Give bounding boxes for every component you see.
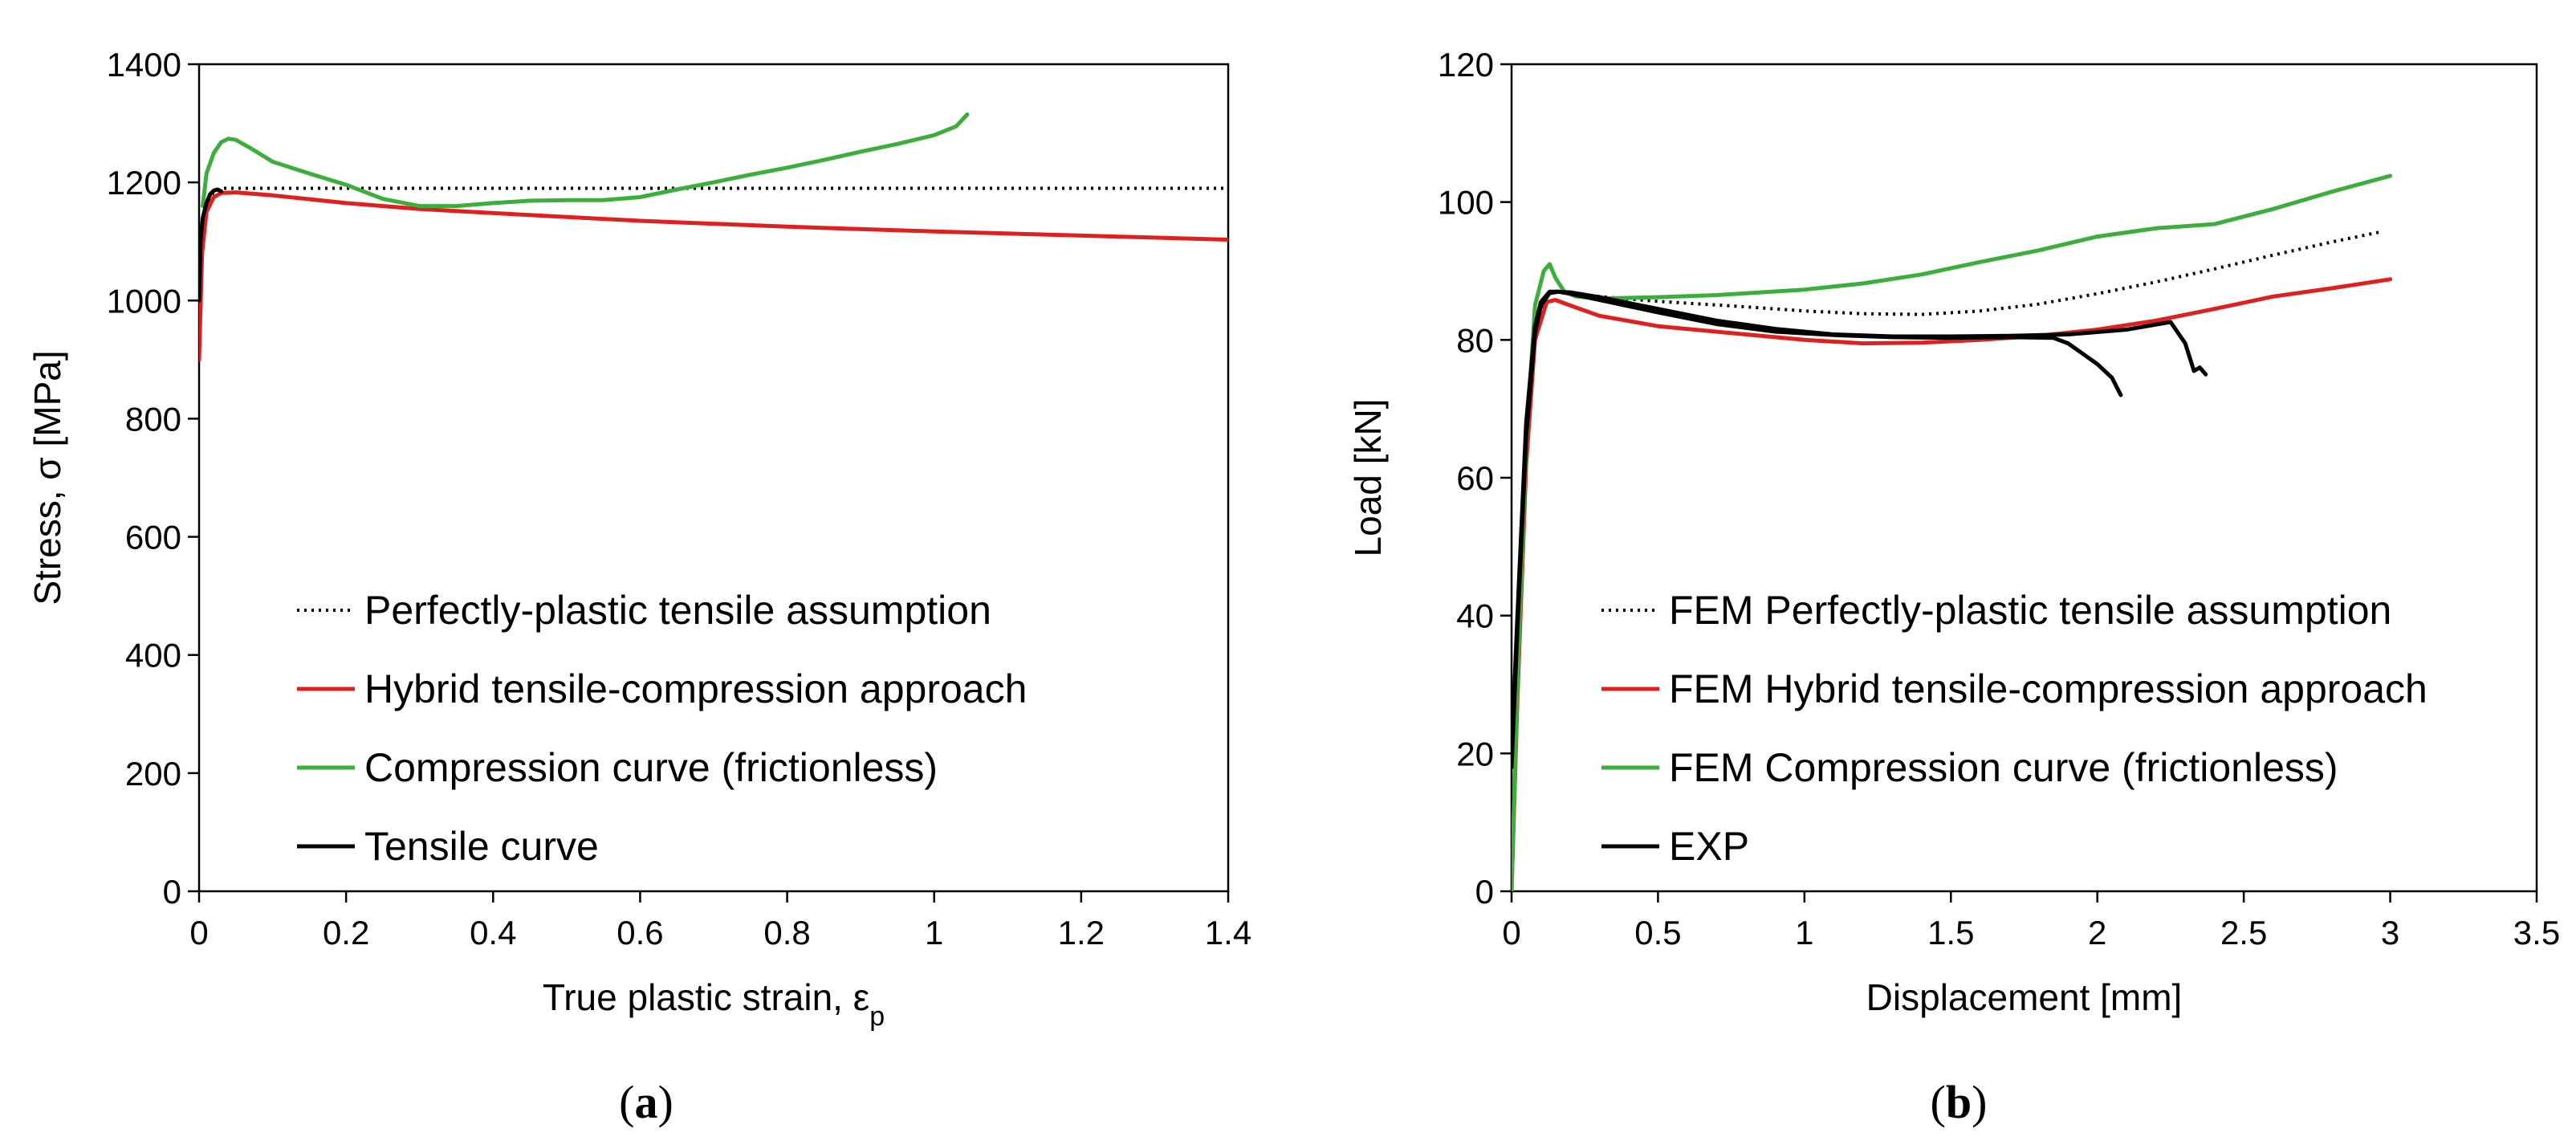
x-tick-label: 0 <box>189 914 208 951</box>
x-tick-label: 1 <box>925 914 943 951</box>
y-axis-title: Load [kN] <box>1347 399 1389 557</box>
series-line-0 <box>1512 230 2383 891</box>
x-tick-label: 0.2 <box>323 914 369 951</box>
x-tick-label: 1.4 <box>1205 914 1251 951</box>
x-axis-title: True plastic strain, εp <box>543 976 885 1032</box>
y-tick-label: 1400 <box>107 46 181 84</box>
legend-label: FEM Compression curve (frictionless) <box>1669 745 2338 790</box>
y-tick-label: 40 <box>1456 597 1494 635</box>
series-line-2 <box>1512 173 2393 891</box>
y-tick-label: 0 <box>1475 873 1494 911</box>
y-tick-label: 60 <box>1456 459 1494 497</box>
x-tick-label: 0.8 <box>763 914 810 951</box>
legend-label: FEM Hybrid tensile-compression approach <box>1669 666 2427 711</box>
y-tick-label: 800 <box>125 400 181 438</box>
series-line-3 <box>199 187 223 303</box>
y-tick-label: 400 <box>125 637 181 674</box>
y-tick-label: 100 <box>1438 184 1494 222</box>
plot-frame <box>197 63 1230 893</box>
legend-label: FEM Perfectly-plastic tensile assumption <box>1669 588 2391 633</box>
x-tick-label: 0.5 <box>1634 914 1681 951</box>
y-tick-label: 1000 <box>107 282 181 320</box>
x-tick-label: 1 <box>1795 914 1813 951</box>
x-axis-title: Displacement [mm] <box>1866 976 2183 1018</box>
legend-label: Compression curve (frictionless) <box>364 745 938 790</box>
x-tick-label: 3.5 <box>2513 914 2560 951</box>
y-tick-label: 600 <box>125 519 181 556</box>
y-tick-label: 1200 <box>107 164 181 202</box>
y-tick-label: 120 <box>1438 46 1494 84</box>
y-tick-label: 200 <box>125 755 181 793</box>
series-line-1 <box>199 190 1228 362</box>
panel-label: (b) <box>1931 1076 1988 1128</box>
x-tick-label: 0 <box>1502 914 1520 951</box>
series-line-4 <box>1512 289 2208 769</box>
chart-panel-a: 0 200 400 600 800 1000 1200 1400 0 0.2 0.4 0.6 0.8 1 1… <box>26 46 1251 1128</box>
series-line-1 <box>1512 277 2393 891</box>
x-tick-label: 2 <box>2088 914 2106 951</box>
series-line-0 <box>199 186 1228 331</box>
legend-label: Hybrid tensile-compression approach <box>364 666 1027 711</box>
x-tick-label: 0.6 <box>617 914 663 951</box>
legend-label: Perfectly-plastic tensile assumption <box>364 588 991 633</box>
x-tick-label: 1.2 <box>1058 914 1105 951</box>
x-tick-label: 2.5 <box>2220 914 2267 951</box>
panel-label: (a) <box>619 1076 674 1128</box>
x-tick-label: 0.4 <box>470 914 516 951</box>
legend-label: Tensile curve <box>364 824 599 869</box>
legend-label: EXP <box>1669 824 1749 869</box>
x-tick-label: 1.5 <box>1927 914 1974 951</box>
series-line-2 <box>201 112 970 209</box>
y-tick-label: 0 <box>163 873 181 911</box>
chart-panel-b: 0 20 40 60 80 100 120 0 0.5 1 1.5 2 2.5 3 3.5 Displacem… <box>1347 46 2560 1128</box>
y-axis-title: Stress, σ [MPa] <box>26 350 68 605</box>
y-tick-label: 80 <box>1456 321 1494 359</box>
y-tick-label: 20 <box>1456 735 1494 772</box>
x-tick-label: 3 <box>2381 914 2399 951</box>
